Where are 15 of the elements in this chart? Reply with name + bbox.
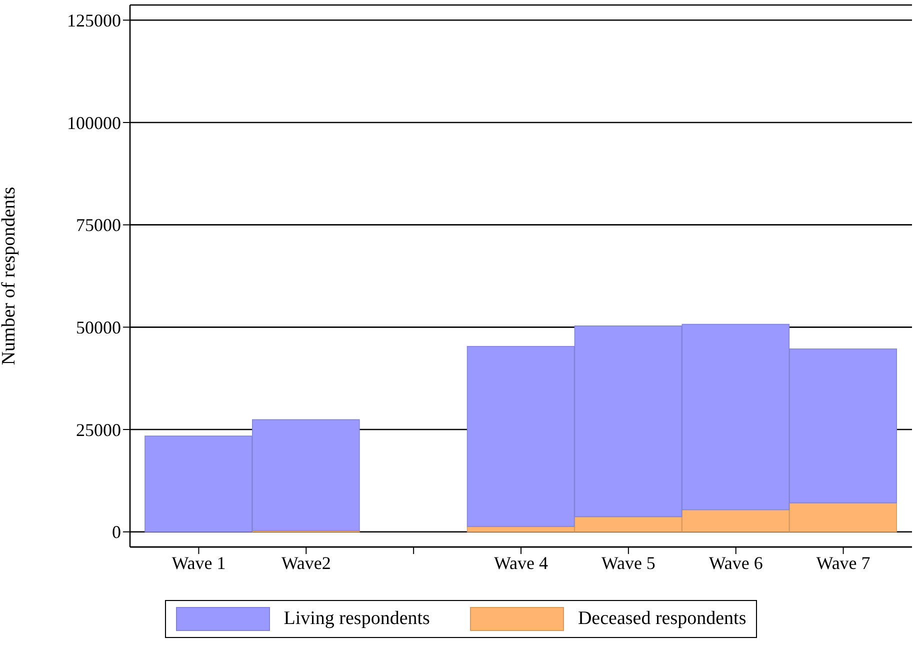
x-tick-label: Wave 6 bbox=[708, 552, 763, 573]
y-tick-label: 25000 bbox=[76, 420, 121, 440]
x-tick-label: Wave 1 bbox=[172, 552, 226, 573]
x-tick-label: Wave2 bbox=[281, 552, 331, 573]
legend-label: Living respondents bbox=[284, 608, 430, 630]
y-tick-label: 100000 bbox=[67, 112, 121, 133]
x-tick-label: Wave 5 bbox=[601, 552, 656, 573]
y-axis-title: Number of respondents bbox=[0, 186, 20, 366]
x-tick-label: Wave 7 bbox=[816, 552, 870, 573]
y-tick-label: 125000 bbox=[67, 10, 121, 31]
y-tick-label: 50000 bbox=[76, 318, 121, 338]
x-tick-label: Wave 4 bbox=[494, 552, 548, 573]
y-tick-label: 0 bbox=[112, 522, 121, 542]
y-tick-label: 75000 bbox=[76, 215, 121, 236]
legend-label: Deceased respondents bbox=[578, 608, 746, 630]
